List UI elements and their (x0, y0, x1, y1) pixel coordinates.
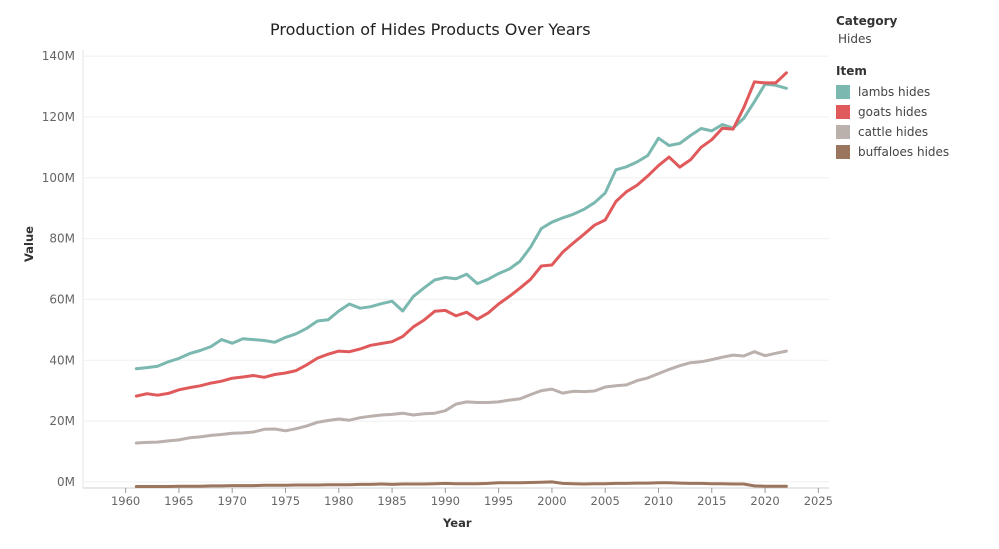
x-tick-label: 1965 (164, 494, 193, 508)
y-tick-label: 20M (49, 414, 75, 428)
y-tick-label: 120M (42, 110, 75, 124)
y-tick-label: 100M (42, 171, 75, 185)
x-tick-label: 1995 (484, 494, 513, 508)
legend-label: buffaloes hides (858, 145, 950, 159)
chart-title: Production of Hides Products Over Years (270, 20, 591, 39)
legend-swatch (836, 105, 850, 119)
legend-item-goats-hides[interactable]: goats hides (836, 102, 949, 122)
x-tick-label: 1980 (324, 494, 353, 508)
series-line-goats-hides[interactable] (134, 71, 788, 398)
series-line-buffaloes-hides[interactable] (134, 480, 788, 488)
x-tick-label: 2015 (697, 494, 726, 508)
y-tick-label: 140M (42, 49, 75, 63)
legend-swatch (836, 125, 850, 139)
legend-item-title: Item (836, 64, 867, 78)
legend-label: goats hides (858, 105, 928, 119)
x-tick-label: 1990 (431, 494, 460, 508)
y-tick-label: 40M (49, 353, 75, 367)
x-tick-label: 2010 (644, 494, 673, 508)
x-tick-label: 2025 (804, 494, 833, 508)
x-axis-ticks: 1960 1965 1970 1975 1980 1985 1990 1995 2000 2005… (111, 488, 833, 508)
x-tick-label: 2005 (591, 494, 620, 508)
legend-item-cattle-hides[interactable]: cattle hides (836, 122, 949, 142)
x-tick-label: 1985 (377, 494, 406, 508)
x-tick-label: 2020 (750, 494, 779, 508)
y-tick-label: 80M (49, 232, 75, 246)
series-lines (134, 71, 788, 488)
x-tick-label: 1970 (218, 494, 247, 508)
legend: Category Hides Item lambs hides goats hi… (836, 14, 949, 162)
series-line-lambs-hides[interactable] (134, 82, 788, 371)
legend-label: cattle hides (858, 125, 929, 139)
y-axis-title: Value (22, 226, 36, 262)
legend-label: lambs hides (858, 85, 931, 99)
x-tick-label: 2000 (537, 494, 566, 508)
y-axis-ticks: 0M 20M 40M 60M 80M 100M 120M 140M (42, 49, 75, 489)
y-tick-label: 0M (57, 475, 75, 489)
legend-category-title: Category (836, 14, 898, 28)
legend-swatch (836, 145, 850, 159)
x-axis-title: Year (443, 516, 472, 530)
legend-swatch (836, 85, 850, 99)
legend-item-lambs-hides[interactable]: lambs hides (836, 82, 949, 102)
gridlines (82, 50, 829, 489)
x-tick-label: 1975 (271, 494, 300, 508)
legend-category-value[interactable]: Hides (838, 32, 872, 46)
x-tick-label: 1960 (111, 494, 140, 508)
legend-item-buffaloes-hides[interactable]: buffaloes hides (836, 142, 949, 162)
series-line-cattle-hides[interactable] (134, 349, 788, 445)
y-tick-label: 60M (49, 292, 75, 306)
